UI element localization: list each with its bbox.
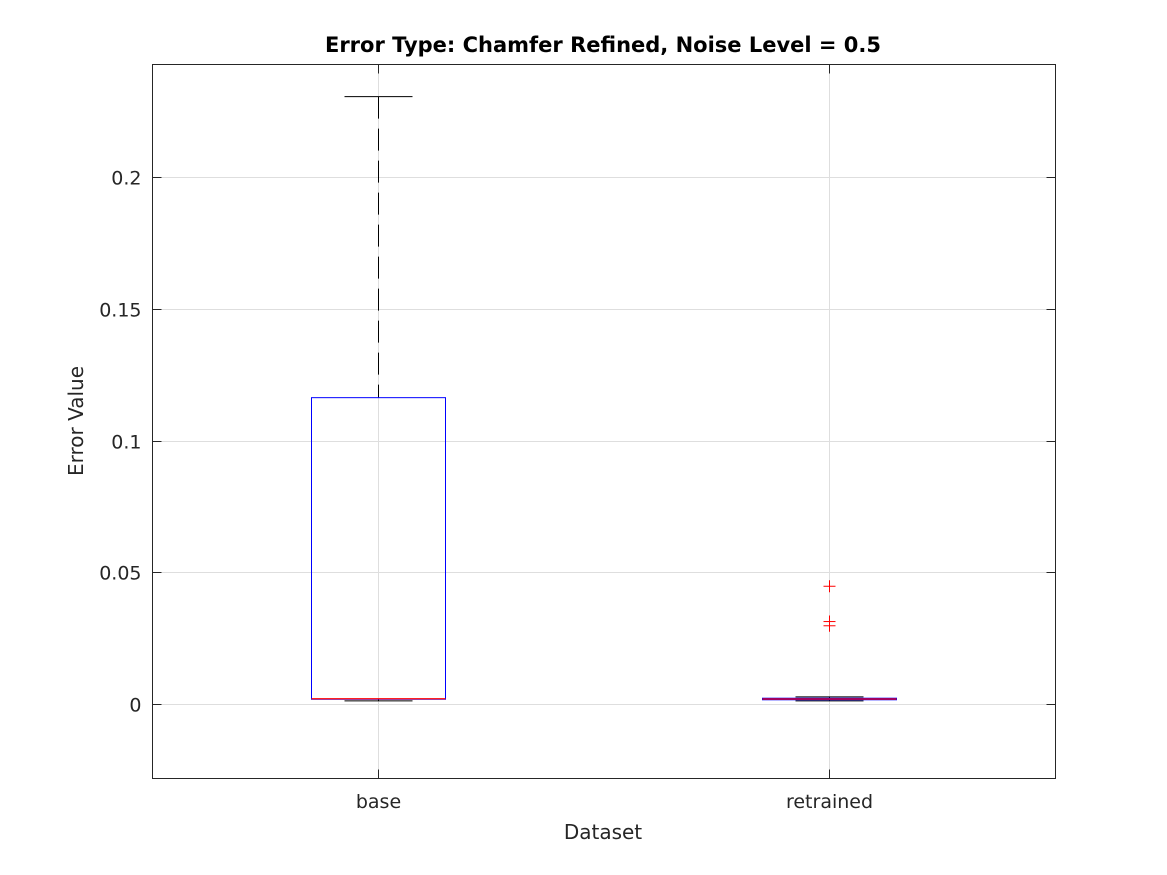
x-tick-label: retrained bbox=[786, 791, 873, 813]
y-tick-label: 0.15 bbox=[99, 300, 141, 322]
outlier-marker bbox=[823, 619, 836, 632]
box-base bbox=[311, 96, 446, 702]
grid bbox=[152, 64, 1056, 779]
x-tick-label: base bbox=[356, 791, 401, 813]
y-axis-label: Error Value bbox=[64, 366, 88, 476]
x-axis: base retrained bbox=[356, 64, 873, 813]
y-tick-label: 0.2 bbox=[111, 168, 141, 190]
axes-frame bbox=[152, 64, 1056, 779]
y-tick-label: 0.05 bbox=[99, 563, 141, 585]
chart-title: Error Type: Chamfer Refined, Noise Level… bbox=[325, 33, 881, 57]
plot-area bbox=[311, 96, 897, 702]
y-axis: 0 0.05 0.1 0.15 0.2 bbox=[99, 168, 1056, 717]
y-tick-label: 0 bbox=[129, 695, 141, 717]
y-tick-label: 0.1 bbox=[111, 432, 141, 454]
box-retrained bbox=[762, 580, 897, 702]
x-axis-label: Dataset bbox=[564, 820, 642, 844]
outlier-marker bbox=[823, 580, 836, 593]
